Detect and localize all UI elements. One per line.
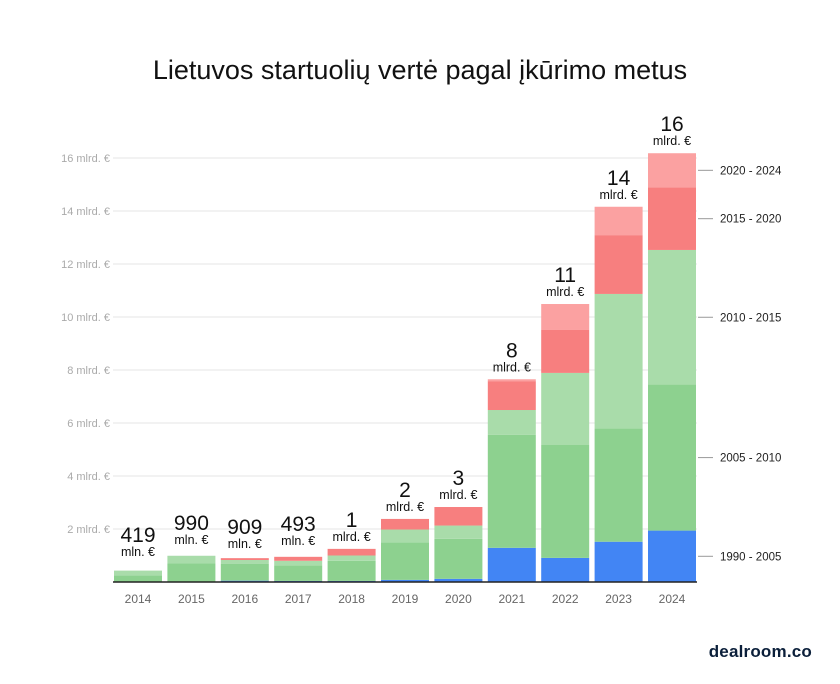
bar-segment [648,384,696,531]
x-tick-label: 2024 [659,592,686,606]
bar-segment [381,529,429,543]
bar-segment [274,560,323,566]
y-tick-label: 14 mlrd. € [61,206,110,218]
bar-segment [594,235,643,294]
total-unit-label: mln. € [121,545,155,559]
bar-segment [434,525,483,539]
bar-segment [487,434,536,548]
bar-segment [434,578,483,582]
y-tick-label: 8 mlrd. € [67,365,110,377]
total-unit-label: mlrd. € [386,500,424,514]
total-unit-label: mlrd. € [546,285,584,299]
bar-segment [381,518,429,530]
total-unit-label: mlrd. € [493,360,531,374]
total-value-label: 493 [281,513,316,536]
bar-segment [167,555,216,564]
x-tick-label: 2022 [552,592,579,606]
x-tick-label: 2015 [178,592,205,606]
total-value-label: 16 [660,113,683,136]
bar-segment [594,428,643,542]
bar-segment [327,555,376,561]
bar-segment [327,560,376,581]
legend-label: 2015 - 2020 [720,214,781,226]
x-tick-label: 2021 [498,592,525,606]
total-unit-label: mlrd. € [653,134,691,148]
total-value-label: 990 [174,512,209,535]
bar-segment [487,410,536,435]
total-value-label: 11 [554,264,576,287]
bar-segment [114,570,162,576]
bar-segment [220,563,269,581]
bar-segment [541,304,590,330]
dealroom-logo: dealroom.co [708,642,812,661]
total-value-label: 8 [506,339,518,362]
total-unit-label: mln. € [174,533,208,547]
bar-segment [381,542,429,580]
total-value-label: 2 [399,479,411,502]
total-value-label: 1 [346,509,358,532]
x-tick-label: 2019 [392,592,419,606]
bar-segment [541,557,590,582]
y-tick-label: 2 mlrd. € [67,524,110,536]
legend-label: 2005 - 2010 [720,453,781,465]
x-tick-label: 2020 [445,592,472,606]
legend-label: 2020 - 2024 [720,165,782,177]
bar-segment [648,187,696,250]
bar-segment [487,547,536,582]
x-tick-label: 2023 [605,592,632,606]
chart-title: Lietuvos startuolių vertė pagal įkūrimo … [152,55,688,85]
total-value-label: 3 [453,467,465,490]
x-tick-label: 2014 [125,592,152,606]
y-tick-label: 16 mlrd. € [61,153,110,165]
bar-segment [434,507,483,526]
bar-segment [381,579,429,582]
bar-segment [327,548,376,556]
total-unit-label: mlrd. € [599,188,637,202]
bar-segment [220,560,269,564]
total-unit-label: mlrd. € [439,488,477,502]
bar-segment [594,293,643,429]
bar-segment [648,530,696,582]
total-unit-label: mlrd. € [332,530,370,544]
total-value-label: 14 [607,167,631,190]
bar-segment [594,206,643,236]
x-tick-label: 2016 [231,592,258,606]
bar-segment [274,556,323,561]
bar-segment [487,381,536,411]
legend-label: 1990 - 2005 [720,551,781,563]
bar-segment [434,538,483,579]
bar-segment [541,329,590,373]
total-value-label: 419 [120,524,155,547]
total-unit-label: mln. € [281,534,315,548]
y-tick-label: 4 mlrd. € [67,471,110,483]
x-tick-label: 2018 [338,592,365,606]
bar-segment [274,565,323,581]
bar-segment [220,558,269,561]
bar-segment [648,153,696,188]
bar-segment [648,249,696,385]
total-value-label: 909 [227,516,262,539]
bar-segment [487,379,536,382]
total-unit-label: mln. € [228,537,262,551]
y-tick-label: 12 mlrd. € [61,259,110,271]
legend-label: 2010 - 2015 [720,312,781,324]
y-tick-label: 10 mlrd. € [61,312,110,324]
bar-segment [167,563,216,582]
bar-segment [594,541,643,582]
y-tick-label: 6 mlrd. € [67,418,110,430]
bar-segment [114,575,162,582]
bar-segment [541,444,590,558]
x-tick-label: 2017 [285,592,312,606]
bar-segment [541,372,590,445]
